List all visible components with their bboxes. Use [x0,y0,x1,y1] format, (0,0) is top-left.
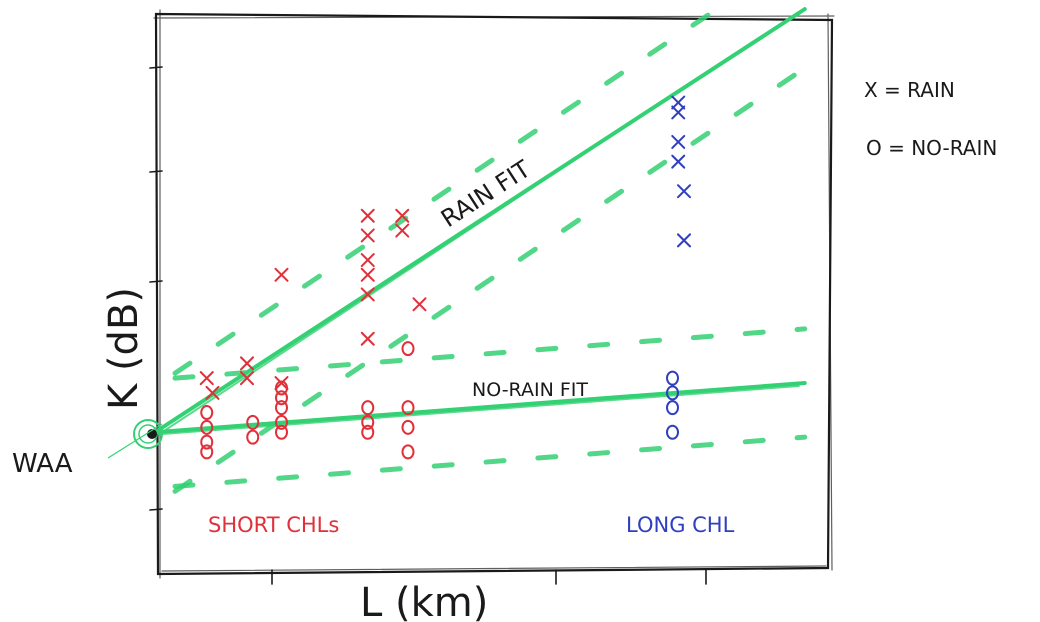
point-rain [395,223,410,238]
x-axis-label: L (km) [360,580,488,622]
y-tick [149,280,163,283]
no-rain-fit-label: NO-RAIN FIT [472,379,588,401]
point-rain [360,253,375,268]
point-no-rain [361,424,375,440]
fit-band-1 [172,326,808,381]
point-rain [240,371,254,386]
point-rain [360,208,375,223]
point-no-rain [361,414,375,430]
point-no-rain [200,434,214,450]
point-rain [671,95,686,110]
group-label-short: SHORT CHLs [208,513,339,537]
point-rain [199,371,214,386]
point-rain [671,105,686,120]
fit-line-1 [153,381,807,435]
point-rain [395,208,410,223]
point-rain [240,356,254,371]
point-no-rain [275,390,288,406]
legend-entry-rain: X = RAIN [864,78,955,102]
point-no-rain [401,419,415,435]
point-no-rain [666,400,679,416]
point-rain [274,267,289,282]
point-no-rain [275,414,288,430]
point-rain [360,228,375,243]
axis-ticks [149,66,707,585]
point-no-rain [666,424,679,440]
point-no-rain [401,341,415,357]
fit-band-0 [172,65,808,494]
point-no-rain [200,405,214,421]
intercept-label: WAA [12,449,73,479]
legend-entry-no-rain: O = NO-RAIN [866,136,997,160]
point-no-rain [666,385,679,401]
point-no-rain [401,400,415,416]
intercept-marker [107,419,163,459]
point-rain [412,297,427,312]
point-no-rain [200,444,214,460]
point-rain [360,267,375,282]
point-no-rain [275,380,288,396]
point-rain [677,233,691,248]
point-no-rain [275,400,288,416]
point-no-rain [246,414,260,430]
data-points [199,95,691,460]
point-no-rain [200,419,214,435]
point-rain [274,376,289,391]
y-tick [149,66,163,69]
legend: X = RAIN O = NO-RAIN [864,78,997,160]
point-rain [671,134,686,149]
point-rain [677,184,691,199]
group-label-long: LONG CHL [626,513,735,537]
fit-band-0 [172,0,735,376]
point-no-rain [401,444,415,460]
fit-lines [153,0,808,494]
y-tick [149,170,163,173]
point-rain [205,385,220,400]
point-no-rain [275,424,288,440]
fit-line-0-stroke [158,11,800,436]
y-tick [149,508,163,511]
fit-band-1 [172,434,808,489]
y-axis-label: K (dB) [101,287,147,410]
point-no-rain [246,429,260,445]
point-rain [671,154,686,169]
plot-frame [153,9,835,579]
point-no-rain [361,400,375,416]
point-rain [360,287,375,302]
point-no-rain [666,370,679,386]
point-rain [360,331,375,346]
fit-line-1-stroke [158,385,800,436]
